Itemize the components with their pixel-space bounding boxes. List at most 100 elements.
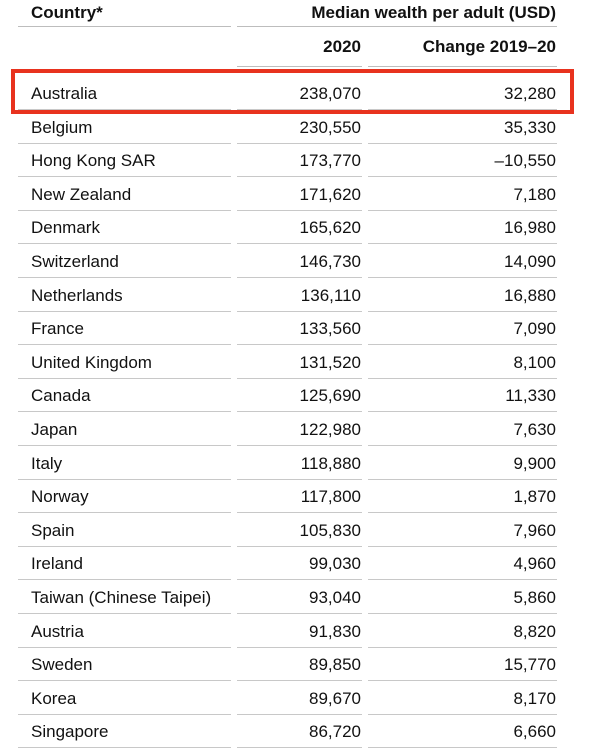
row-divider xyxy=(18,109,231,110)
row-divider xyxy=(237,378,362,379)
row-divider xyxy=(18,243,231,244)
row-divider xyxy=(18,579,231,580)
table-row: Ireland 99,030 4,960 xyxy=(0,546,593,580)
change-cell: 11,330 xyxy=(505,386,556,405)
table-row: Spain 105,830 7,960 xyxy=(0,513,593,547)
country-cell: Singapore xyxy=(31,722,109,741)
row-divider xyxy=(18,512,231,513)
wealth-2020-cell: 173,770 xyxy=(299,151,361,170)
wealth-2020-cell: 118,880 xyxy=(300,454,361,473)
row-divider xyxy=(368,243,557,244)
row-divider xyxy=(18,311,231,312)
row-divider xyxy=(237,680,362,681)
row-divider xyxy=(237,546,362,547)
row-divider xyxy=(368,445,557,446)
row-divider xyxy=(368,277,557,278)
change-cell: 9,900 xyxy=(513,454,556,473)
row-divider xyxy=(18,680,231,681)
change-cell: –10,550 xyxy=(494,151,556,170)
country-cell: Netherlands xyxy=(31,286,123,305)
country-cell: Ireland xyxy=(31,554,83,573)
country-cell: Austria xyxy=(31,622,84,641)
table-row: United Kingdom 131,520 8,100 xyxy=(0,345,593,379)
row-divider xyxy=(368,680,557,681)
change-cell: 5,860 xyxy=(513,588,556,607)
table-row: France 133,560 7,090 xyxy=(0,311,593,345)
change-cell: 35,330 xyxy=(504,118,556,137)
table-row: Australia 238,070 32,280 xyxy=(0,76,593,110)
row-divider xyxy=(18,479,231,480)
row-divider xyxy=(18,647,231,648)
row-divider xyxy=(237,109,362,110)
table-row: Norway 117,800 1,870 xyxy=(0,479,593,513)
change-cell: 14,090 xyxy=(504,252,556,271)
wealth-2020-cell: 105,830 xyxy=(299,521,361,540)
country-cell: Sweden xyxy=(31,655,93,674)
table-row: Belgium 230,550 35,330 xyxy=(0,110,593,144)
row-divider xyxy=(18,378,231,379)
wealth-2020-cell: 117,800 xyxy=(300,487,361,506)
country-cell: Japan xyxy=(31,420,78,439)
country-cell: Belgium xyxy=(31,118,93,137)
change-cell: 4,960 xyxy=(513,554,556,573)
table-row: Denmark 165,620 16,980 xyxy=(0,210,593,244)
country-cell: France xyxy=(31,319,84,338)
change-cell: 15,770 xyxy=(504,655,556,674)
table-row: Hong Kong SAR 173,770 –10,550 xyxy=(0,143,593,177)
row-divider xyxy=(237,176,362,177)
change-cell: 7,090 xyxy=(513,319,556,338)
header-divider xyxy=(237,26,557,27)
row-divider xyxy=(368,647,557,648)
table-row: Canada 125,690 11,330 xyxy=(0,378,593,412)
change-cell: 8,100 xyxy=(513,353,556,372)
change-column-header: Change 2019–20 xyxy=(422,37,556,56)
row-divider xyxy=(237,143,362,144)
wealth-column-group-header: Median wealth per adult (USD) xyxy=(311,3,556,22)
wealth-2020-cell: 122,980 xyxy=(299,420,361,439)
wealth-2020-cell: 146,730 xyxy=(299,252,361,271)
wealth-2020-cell: 131,520 xyxy=(299,353,361,372)
wealth-2020-cell: 238,070 xyxy=(299,84,361,103)
row-divider xyxy=(237,579,362,580)
table-row: Sweden 89,850 15,770 xyxy=(0,647,593,681)
row-divider xyxy=(368,546,557,547)
change-cell: 7,630 xyxy=(513,420,556,439)
wealth-2020-cell: 165,620 xyxy=(299,218,361,237)
country-cell: United Kingdom xyxy=(31,353,152,372)
row-divider xyxy=(237,647,362,648)
country-cell: Australia xyxy=(31,84,98,103)
table-row: New Zealand 171,620 7,180 xyxy=(0,177,593,211)
row-divider xyxy=(368,311,557,312)
row-divider xyxy=(368,143,557,144)
country-cell: New Zealand xyxy=(31,185,132,204)
row-divider xyxy=(18,210,231,211)
wealth-2020-cell: 136,110 xyxy=(300,286,361,305)
row-divider xyxy=(237,210,362,211)
country-cell: Denmark xyxy=(31,218,100,237)
row-divider xyxy=(237,311,362,312)
change-cell: 32,280 xyxy=(504,84,556,103)
change-cell: 8,820 xyxy=(513,622,556,641)
row-divider xyxy=(237,479,362,480)
wealth-2020-cell: 93,040 xyxy=(309,588,361,607)
row-divider xyxy=(237,277,362,278)
row-divider xyxy=(368,613,557,614)
wealth-2020-cell: 230,550 xyxy=(299,118,361,137)
row-divider xyxy=(18,411,231,412)
highlight-box xyxy=(11,69,574,114)
country-cell: Spain xyxy=(31,521,75,540)
header-divider xyxy=(18,26,231,27)
row-divider xyxy=(18,344,231,345)
change-cell: 1,870 xyxy=(513,487,556,506)
wealth-2020-cell: 99,030 xyxy=(309,554,361,573)
change-cell: 16,880 xyxy=(504,286,556,305)
change-cell: 7,180 xyxy=(513,185,556,204)
row-divider xyxy=(18,277,231,278)
table-row: Switzerland 146,730 14,090 xyxy=(0,244,593,278)
row-divider xyxy=(368,378,557,379)
row-divider xyxy=(368,344,557,345)
row-divider xyxy=(237,512,362,513)
row-divider xyxy=(237,613,362,614)
row-divider xyxy=(368,109,557,110)
table-row: Italy 118,880 9,900 xyxy=(0,446,593,480)
